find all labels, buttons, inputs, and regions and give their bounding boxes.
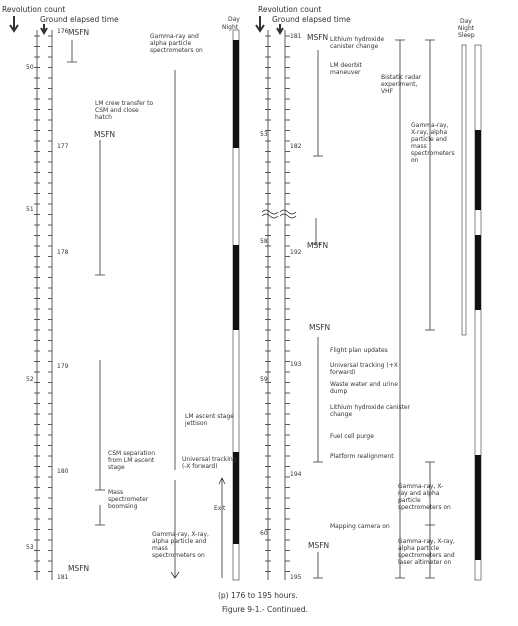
event-label: Fuel cell purge <box>330 433 374 440</box>
legend: Day <box>228 16 240 23</box>
hour-label: 179 <box>57 363 69 370</box>
axis-title: Revolution count <box>258 5 322 14</box>
event-line <box>425 39 435 331</box>
event-label: Waste water and urine dump <box>330 381 398 395</box>
event-label: Flight plan updates <box>330 347 388 354</box>
event-label: LM crew transfer to CSM and close hatch <box>95 100 154 121</box>
event-label: Bistatic radar experiment, VHF <box>381 74 422 95</box>
axis-break <box>261 209 297 219</box>
axis-title: Ground elapsed time <box>272 15 351 24</box>
event-label: Exit <box>214 505 226 512</box>
event-label: Mapping camera on <box>330 523 390 530</box>
msfn: MSFN <box>307 241 329 250</box>
event-label: Gamma-ray, X-ray, alpha particle and mas… <box>152 531 209 559</box>
event-line <box>218 477 226 578</box>
night-segment <box>475 235 481 310</box>
rev-label: 53 <box>260 131 268 138</box>
event-line <box>313 552 323 579</box>
rev-label: 58 <box>260 238 268 245</box>
msfn: MSFN <box>307 33 329 42</box>
rev-label: 60 <box>260 530 268 537</box>
arrow <box>255 16 265 33</box>
event-label: Universal tracking (-X forward) <box>182 456 237 470</box>
event-label: Gamma-ray, X-ray, alpha particle and mas… <box>411 122 455 164</box>
rev-label: 51 <box>26 206 34 213</box>
legend: Night <box>222 24 239 31</box>
msfn: MSFN <box>94 130 116 139</box>
event-label: Universal tracking (+X forward) <box>330 362 398 376</box>
hour-label: 176 <box>57 28 69 35</box>
msfn: MSFN <box>308 541 330 550</box>
event-line <box>395 39 405 579</box>
axis-title: Revolution count <box>2 5 66 14</box>
rev-label: 53 <box>26 544 34 551</box>
msfn: MSFN <box>309 323 331 332</box>
night-segment <box>475 130 481 210</box>
event-line <box>425 461 435 579</box>
event-line <box>311 218 321 245</box>
legend: Day <box>460 18 472 25</box>
hour-label: 177 <box>57 143 69 150</box>
rev-label: 50 <box>26 64 34 71</box>
night-segment <box>233 40 239 148</box>
day-night-bar <box>474 44 482 581</box>
hour-label: 181 <box>57 574 69 581</box>
night-segment <box>233 245 239 330</box>
event-label: Lithium hydroxide canister change <box>330 404 411 418</box>
event-label: Gamma-ray, X-ray and alpha particle spec… <box>398 483 451 511</box>
event-label: Gamma-ray, X-ray, alpha particle spectro… <box>398 538 455 566</box>
event-label: Platform realignment <box>330 453 394 460</box>
rev-label: 59 <box>260 376 268 383</box>
hour-label: 195 <box>290 574 302 581</box>
arrow <box>276 24 284 35</box>
figure-caption: Figure 9-1.- Continued. <box>222 605 308 614</box>
axis-title: Ground elapsed time <box>40 15 119 24</box>
hour-label: 182 <box>290 143 302 150</box>
msfn: MSFN <box>68 28 90 37</box>
hour-label: 194 <box>290 471 302 478</box>
event-label: LM deorbit maneuver <box>330 62 362 76</box>
event-line <box>95 505 105 526</box>
event-line <box>95 360 105 491</box>
event-label: Mass spectrometer boomsing <box>108 489 149 510</box>
arrow <box>9 16 19 33</box>
hour-label: 180 <box>57 468 69 475</box>
legend: Sleep <box>458 32 475 39</box>
night-segment <box>233 452 239 544</box>
event-line <box>313 50 323 157</box>
arrow <box>40 24 48 35</box>
event-label: Gamma-ray and alpha particle spectromete… <box>150 33 203 54</box>
sleep-bar <box>461 44 467 336</box>
legend: Night <box>458 25 475 32</box>
event-line <box>95 140 105 276</box>
event-label: LM ascent stage jettison <box>185 413 234 427</box>
event-label: CSM separation from LM ascent stage <box>108 450 156 471</box>
event-line <box>313 337 323 463</box>
msfn: MSFN <box>68 564 90 573</box>
caption: (p) 176 to 195 hours. <box>218 591 298 600</box>
rev-label: 52 <box>26 376 34 383</box>
hour-label: 178 <box>57 249 69 256</box>
hour-label: 181 <box>290 33 302 40</box>
event-line <box>67 40 77 63</box>
night-segment <box>475 455 481 560</box>
event-line <box>170 480 180 579</box>
event-label: Lithium hydroxide canister change <box>330 36 385 50</box>
hour-label: 193 <box>290 361 302 368</box>
hour-label: 192 <box>290 249 302 256</box>
